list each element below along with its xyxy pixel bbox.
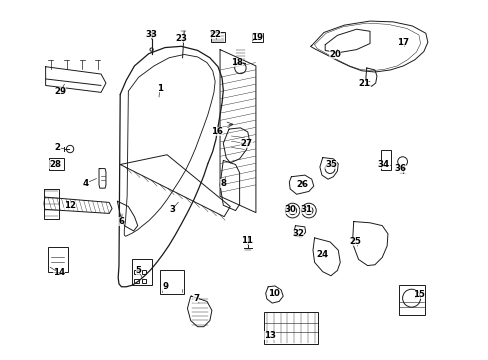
Text: 32: 32 (292, 229, 304, 238)
Text: 22: 22 (209, 30, 221, 39)
Text: 7: 7 (193, 294, 199, 303)
Text: 13: 13 (263, 331, 275, 340)
Text: 8: 8 (220, 179, 226, 188)
Text: 12: 12 (64, 201, 76, 210)
Text: 1: 1 (157, 84, 163, 93)
Text: 11: 11 (240, 236, 252, 245)
Text: 20: 20 (328, 50, 340, 59)
Text: 6: 6 (118, 217, 124, 226)
Bar (160, 270, 184, 294)
Text: 14: 14 (53, 269, 65, 278)
Bar (134, 279, 138, 283)
Text: 9: 9 (162, 282, 168, 291)
Text: 31: 31 (300, 205, 312, 214)
Text: 3: 3 (169, 205, 175, 214)
Text: 25: 25 (349, 238, 361, 247)
Text: 30: 30 (284, 205, 295, 214)
Text: 23: 23 (175, 34, 187, 43)
Text: 2: 2 (54, 143, 60, 152)
Text: 5: 5 (135, 266, 141, 275)
Text: 34: 34 (377, 160, 389, 169)
Text: 27: 27 (240, 139, 252, 148)
Text: 24: 24 (316, 250, 328, 259)
Text: 26: 26 (296, 180, 308, 189)
Text: 17: 17 (396, 38, 408, 47)
Bar (132, 258, 152, 285)
Text: 10: 10 (267, 289, 279, 298)
Bar (142, 279, 145, 283)
Text: 18: 18 (231, 58, 243, 67)
Bar (49, 158, 64, 170)
Bar (380, 150, 390, 170)
Bar (264, 312, 317, 344)
Bar (211, 32, 224, 42)
Text: 29: 29 (54, 87, 66, 96)
Text: 21: 21 (358, 78, 370, 87)
Text: 36: 36 (393, 164, 406, 173)
Bar (251, 33, 263, 42)
Bar (142, 270, 145, 274)
Bar (398, 285, 424, 315)
Text: 35: 35 (325, 160, 336, 169)
Text: 16: 16 (210, 127, 223, 136)
Text: 28: 28 (49, 160, 61, 169)
Text: 4: 4 (82, 179, 88, 188)
Text: 15: 15 (412, 291, 424, 300)
Bar (134, 270, 138, 274)
Text: 19: 19 (250, 33, 262, 42)
Bar (48, 247, 67, 272)
Text: 33: 33 (145, 30, 157, 39)
